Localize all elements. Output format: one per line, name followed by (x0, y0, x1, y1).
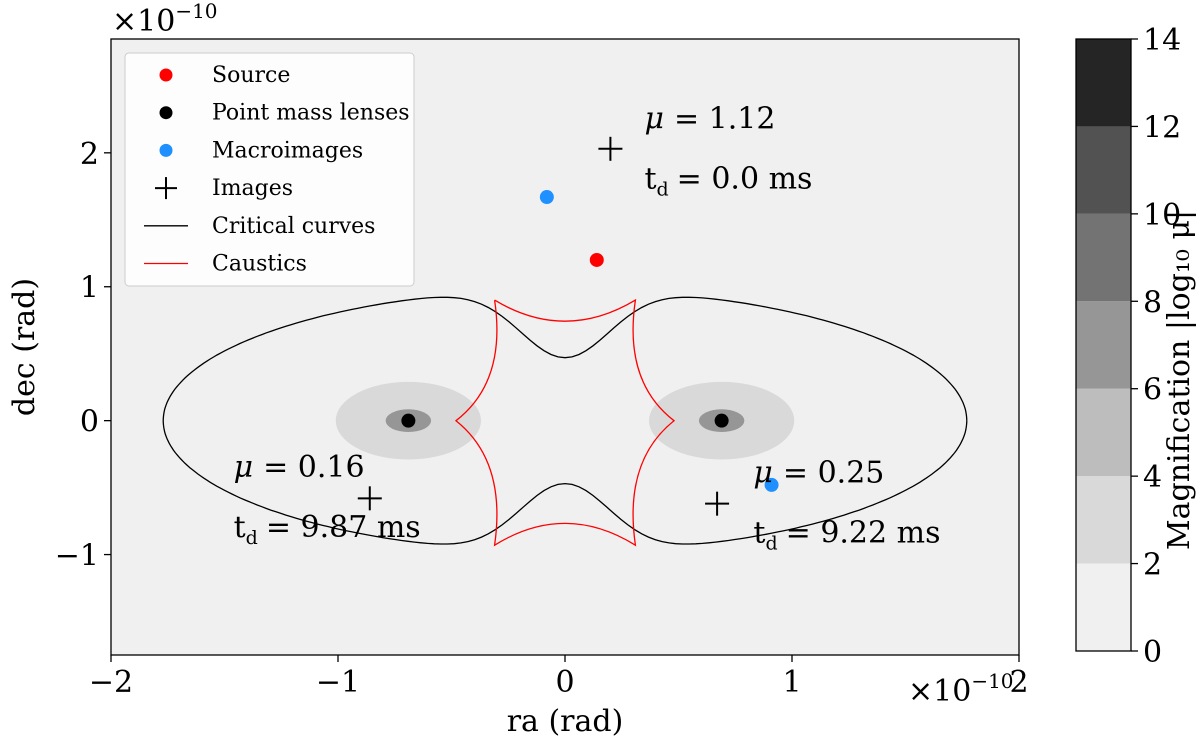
mu-value: = 1.12 (674, 102, 775, 137)
legend: Source Point mass lenses Macroimages Images… (124, 52, 415, 287)
colorbar-tick-label-5: 10 (1143, 198, 1181, 233)
td-subscript: d (765, 532, 777, 554)
mu-symbol: μ (234, 450, 254, 485)
td-value: = 9.22 ms (786, 515, 941, 550)
annotation-td-2: td = 9.22 ms (753, 515, 940, 554)
x-tick-label-0: −2 (89, 665, 133, 700)
x-tick-label-3: 1 (782, 665, 801, 700)
x-tick-label-4: 2 (1009, 665, 1028, 700)
td-value: = 0.0 ms (677, 162, 813, 197)
legend-marker-point-mass-lenses (159, 106, 173, 120)
legend-label-images: Images (212, 176, 293, 201)
legend-box (124, 52, 415, 287)
colorbar-level-2 (1076, 388, 1131, 477)
mu-value: = 0.25 (783, 455, 884, 490)
colorbar-tick-label-3: 6 (1143, 373, 1162, 408)
legend-label-source: Source (212, 63, 290, 88)
y-tick-label-1: 0 (80, 405, 99, 440)
colorbar-tick-label-6: 12 (1143, 110, 1181, 145)
legend-label-macroimages: Macroimages (212, 138, 363, 163)
colorbar-level-3 (1076, 301, 1131, 389)
colorbar-level-6 (1076, 39, 1131, 127)
caustic-curve (454, 298, 676, 547)
images-marker-2 (705, 491, 730, 516)
point-mass-lenses-point-1 (714, 413, 729, 428)
annotation-td-1: td = 9.87 ms (234, 510, 421, 549)
annotation-td-0: td = 0.0 ms (644, 162, 812, 201)
colorbar-level-4 (1076, 213, 1131, 302)
legend-marker-macroimages (159, 143, 173, 157)
td-subscript: d (657, 179, 669, 201)
mu-value: = 0.16 (263, 450, 364, 485)
y-tick-label-0: −1 (55, 539, 99, 574)
critical-curve (162, 296, 968, 545)
annotation-mu-2: μ = 0.25 (753, 455, 884, 490)
y-tick-label-3: 2 (80, 137, 99, 172)
legend-label-caustics: Caustics (212, 252, 307, 277)
macroimages-point-1 (764, 477, 779, 492)
legend-marker-source (159, 68, 173, 82)
td-symbol: t (753, 515, 765, 550)
td-symbol: t (234, 510, 246, 545)
colorbar-level-0 (1076, 563, 1131, 651)
colorbar: 0 2 4 6 8 10 12 14 (1075, 23, 1181, 670)
annotation-mu-1: μ = 0.16 (234, 450, 365, 485)
x-tick-label-2: 0 (555, 665, 574, 700)
source-point-0 (589, 252, 604, 267)
legend-label-point-mass-lenses: Point mass lenses (212, 101, 410, 126)
colorbar-tick-label-7: 14 (1143, 23, 1181, 58)
colorbar-level-5 (1076, 126, 1131, 214)
macroimages-point-0 (539, 190, 554, 205)
mu-symbol: μ (644, 102, 664, 137)
x-tick-label-1: −1 (316, 665, 360, 700)
colorbar-frame (1075, 38, 1132, 652)
point-mass-lenses-point-0 (401, 413, 416, 428)
td-value: = 9.87 ms (266, 510, 421, 545)
x-multiplier: ×10−10 (908, 669, 1014, 709)
mu-symbol: μ (753, 455, 773, 490)
td-symbol: t (644, 162, 656, 197)
colorbar-tick-label-4: 8 (1143, 285, 1162, 320)
y-tick-label-2: 1 (80, 271, 99, 306)
colorbar-tick-label-2: 4 (1143, 460, 1162, 495)
annotation-mu-0: μ = 1.12 (644, 102, 775, 137)
x-ticks: −2 −1 0 1 2 (89, 655, 1029, 700)
legend-label-critical-curves: Critical curves (212, 214, 375, 239)
colorbar-tick-label-0: 0 (1143, 635, 1162, 670)
colorbar-label: Magnification |log₁₀ μ| (1162, 210, 1197, 550)
images-marker-0 (598, 136, 623, 161)
x-axis-label: ra (rad) (507, 704, 624, 739)
points-layer (357, 136, 779, 516)
curves-layer (162, 296, 968, 547)
colorbar-level-1 (1076, 476, 1131, 564)
colorbar-tick-label-1: 2 (1143, 548, 1162, 583)
legend-marker-images (155, 177, 177, 200)
images-marker-1 (357, 486, 382, 511)
td-subscript: d (246, 527, 258, 549)
y-ticks: −1 0 1 2 (55, 137, 111, 574)
y-multiplier: ×10−10 (112, 0, 218, 39)
y-axis-label: dec (rad) (7, 278, 42, 416)
